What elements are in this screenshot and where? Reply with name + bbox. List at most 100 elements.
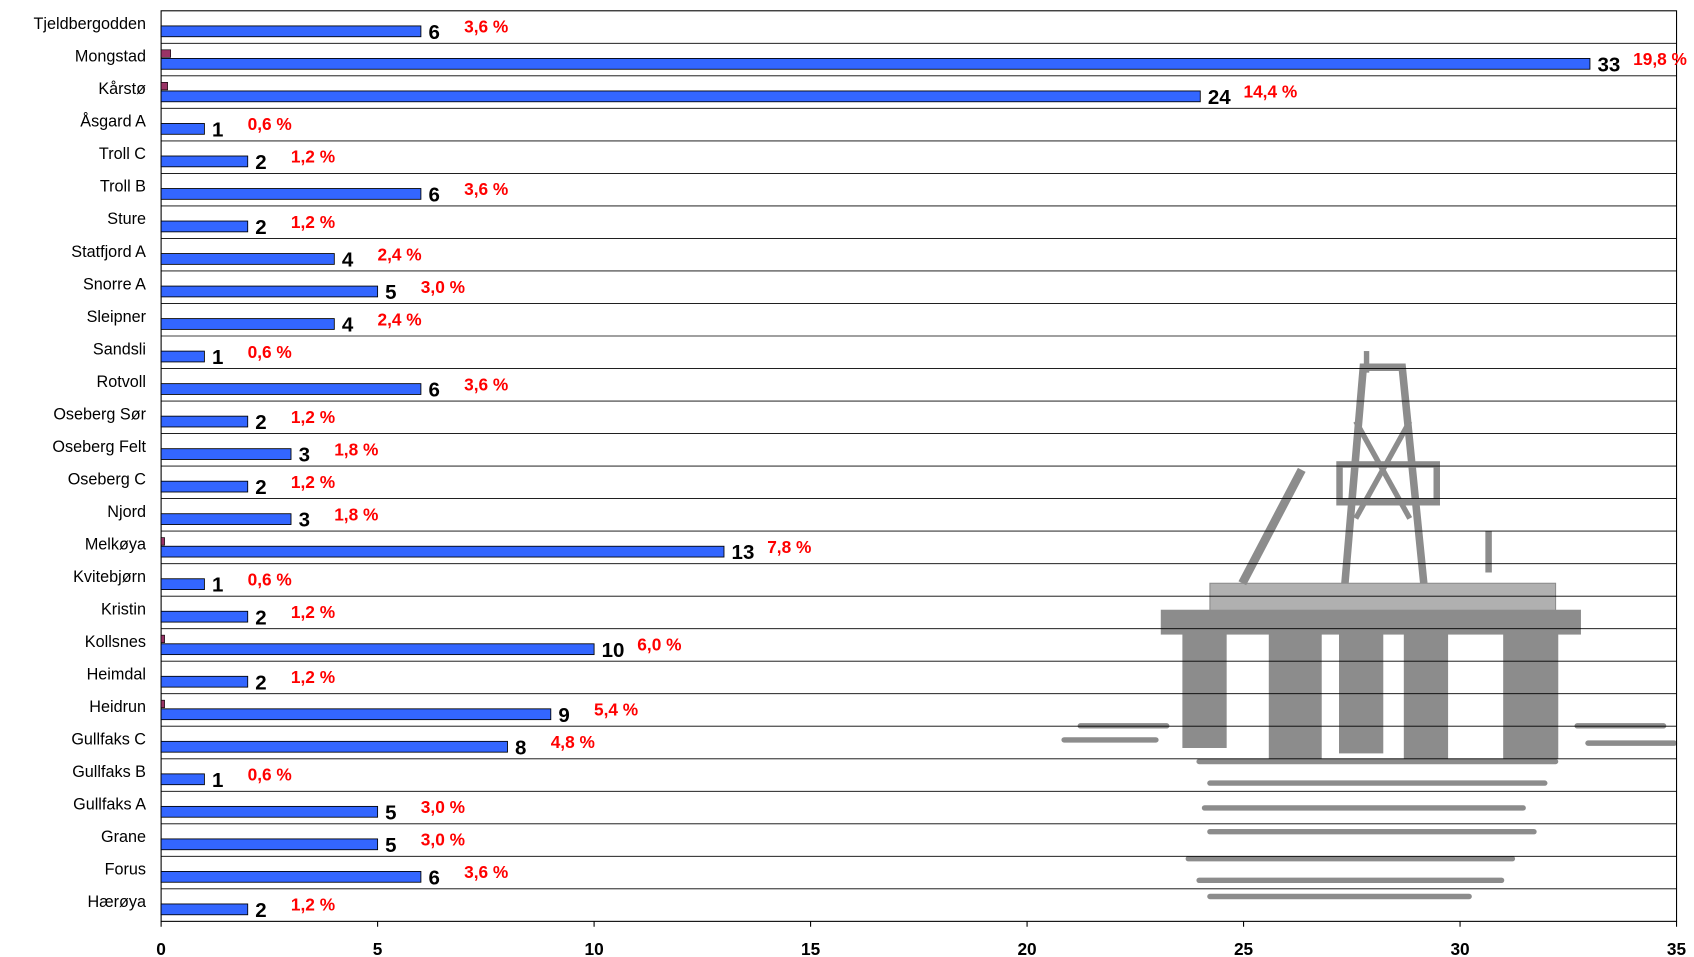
- share-label: 3,6 %: [464, 374, 508, 394]
- share-label: 0,6 %: [248, 569, 292, 589]
- y-tick-label: Oseberg Felt: [52, 438, 146, 456]
- bar: [160, 383, 422, 395]
- bar: [160, 871, 422, 883]
- bar: [160, 643, 595, 656]
- bar: [160, 285, 379, 298]
- y-tick-label: Gullfaks C: [71, 731, 146, 749]
- value-label: 2: [255, 411, 266, 434]
- share-label: 19,8 %: [1633, 49, 1687, 69]
- value-label: 8: [515, 736, 526, 759]
- bar: [160, 699, 165, 709]
- y-tick-label: Statfjord A: [71, 243, 146, 261]
- share-label: 0,6 %: [248, 342, 292, 362]
- rig-illustration: [1061, 351, 1678, 900]
- value-label: 1: [212, 769, 223, 792]
- y-tick-label: Åsgard A: [80, 112, 146, 131]
- share-label: 2,4 %: [378, 244, 422, 264]
- value-label: 9: [558, 704, 569, 727]
- y-tick-label: Grane: [101, 828, 146, 846]
- share-label: 1,8 %: [334, 504, 378, 524]
- share-label: 1,2 %: [291, 407, 335, 427]
- x-tick-label: 25: [1234, 939, 1254, 957]
- value-label: 4: [342, 249, 354, 272]
- y-tick-label: Gullfaks A: [73, 796, 146, 814]
- share-label: 4,8 %: [551, 732, 595, 752]
- share-label: 1,2 %: [291, 212, 335, 232]
- bar: [160, 805, 379, 818]
- share-label: 1,2 %: [291, 667, 335, 687]
- value-label: 2: [255, 606, 266, 629]
- value-label: 6: [428, 184, 439, 207]
- bar: [160, 253, 335, 265]
- bar: [160, 350, 205, 363]
- value-label: 3: [299, 509, 310, 532]
- share-label: 7,8 %: [767, 537, 811, 557]
- bar: [160, 903, 249, 916]
- y-tick-label: Sture: [107, 210, 146, 228]
- share-label: 3,0 %: [421, 277, 465, 297]
- bar: [160, 49, 171, 58]
- y-tick-label: Kvitebjørn: [73, 568, 146, 586]
- share-label: 5,4 %: [594, 700, 638, 720]
- bar: [160, 545, 725, 558]
- bar: [160, 90, 1201, 103]
- x-tick-label: 20: [1017, 939, 1036, 957]
- y-tick-label: Kårstø: [98, 80, 146, 98]
- share-label: 14,4 %: [1243, 82, 1297, 102]
- share-label: 3,6 %: [464, 179, 508, 199]
- bar: [160, 155, 249, 168]
- bar: [160, 25, 422, 38]
- value-label: 10: [602, 639, 625, 662]
- y-tick-label: Hærøya: [88, 893, 146, 911]
- y-tick-label: Snorre A: [83, 275, 146, 293]
- share-label: 3,0 %: [421, 797, 465, 817]
- value-label: 1: [212, 118, 223, 141]
- y-tick-label: Gullfaks B: [72, 763, 146, 781]
- value-label: 2: [255, 671, 266, 694]
- y-tick-label: Tjeldbergodden: [33, 15, 146, 33]
- x-tick-label: 30: [1450, 939, 1469, 957]
- bar: [160, 58, 1591, 70]
- value-label: 33: [1598, 53, 1621, 76]
- y-tick-label: Sandsli: [93, 340, 146, 358]
- bar: [160, 838, 379, 851]
- y-tick-label: Forus: [105, 861, 146, 879]
- share-label: 1,2 %: [291, 602, 335, 622]
- y-tick-label: Sleipner: [87, 308, 147, 326]
- share-label: 0,6 %: [248, 114, 292, 134]
- bar: [160, 634, 165, 644]
- y-tick-label: Mongstad: [75, 48, 146, 66]
- value-label: 1: [212, 574, 223, 597]
- y-tick-label: Troll B: [100, 178, 146, 196]
- y-tick-label: Rotvoll: [97, 373, 146, 391]
- share-label: 2,4 %: [378, 309, 422, 329]
- bar: [160, 708, 552, 721]
- value-label: 5: [385, 801, 396, 824]
- bar: [160, 220, 249, 233]
- y-tick-label: Njord: [107, 503, 146, 521]
- value-label: 6: [428, 379, 439, 402]
- bar: [160, 81, 168, 91]
- bar: [160, 480, 249, 493]
- share-label: 1,2 %: [291, 147, 335, 167]
- bar: [160, 740, 508, 753]
- y-tick-label: Kollsnes: [85, 633, 146, 651]
- value-label: 6: [428, 866, 439, 889]
- value-label: 2: [255, 216, 266, 239]
- y-tick-label: Oseberg Sør: [53, 405, 146, 423]
- share-label: 1,8 %: [334, 439, 378, 459]
- bar: [160, 773, 205, 786]
- x-tick-label: 5: [373, 939, 383, 957]
- value-label: 1: [212, 346, 223, 369]
- value-label: 2: [255, 151, 266, 174]
- share-label: 3,0 %: [421, 830, 465, 850]
- x-tick-label: 0: [156, 939, 166, 957]
- bar: [160, 537, 165, 546]
- value-label: 13: [732, 541, 755, 564]
- value-label: 4: [342, 314, 354, 337]
- share-label: 1,2 %: [291, 895, 335, 915]
- bar: [160, 610, 249, 623]
- bar: [160, 448, 292, 460]
- y-tick-label: Oseberg C: [68, 470, 147, 488]
